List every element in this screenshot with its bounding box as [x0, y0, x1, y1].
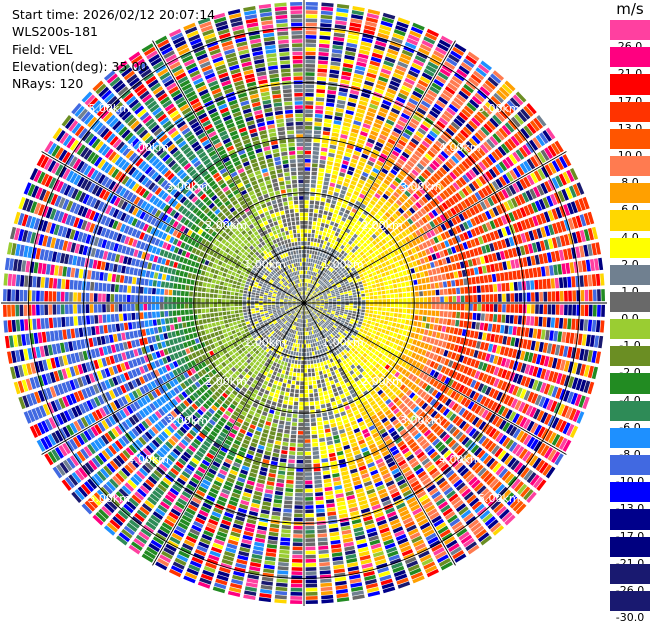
colorbar-level: -30.0	[610, 591, 650, 618]
range-ring-label: 5.00km	[88, 492, 130, 505]
elevation: Elevation(deg): 35.00	[12, 58, 215, 75]
start-time: Start time: 2026/02/12 20:07:14	[12, 6, 215, 23]
colorbar-level: 4.0	[610, 210, 650, 237]
colorbar-level: -17.0	[610, 509, 650, 536]
colorbar: 26.021.017.013.010.08.06.04.02.01.00.0-1…	[610, 20, 650, 618]
colorbar-level: 2.0	[610, 238, 650, 265]
nrays: NRays: 120	[12, 75, 215, 92]
colorbar-level: -21.0	[610, 537, 650, 564]
range-ring-label: 4.00km	[439, 453, 481, 466]
range-ring-label: 5.00km	[478, 102, 520, 115]
colorbar-level: -1.0	[610, 319, 650, 346]
colorbar-level: 1.0	[610, 265, 650, 292]
range-ring-label: 5.00km	[478, 492, 520, 505]
range-ring-label: 3.00km	[166, 414, 208, 427]
range-ring-label: 1.00km	[244, 336, 286, 349]
field-name: Field: VEL	[12, 41, 215, 58]
range-ring-label: 3.00km	[400, 414, 442, 427]
range-ring-label: 3.00km	[400, 180, 442, 193]
colorbar-level: 26.0	[610, 20, 650, 47]
colorbar-level: 0.0	[610, 292, 650, 319]
colorbar-level: -4.0	[610, 373, 650, 400]
colorbar-tick-label: -30.0	[610, 611, 650, 624]
colorbar-level: 8.0	[610, 156, 650, 183]
colorbar-level: -6.0	[610, 401, 650, 428]
colorbar-level: -8.0	[610, 428, 650, 455]
range-ring-label: 2.00km	[361, 219, 403, 232]
scan-info: Start time: 2026/02/12 20:07:14 WLS200s-…	[12, 6, 215, 92]
range-ring-label: 2.00km	[205, 219, 247, 232]
range-ring-label: 1.00km	[322, 258, 364, 271]
colorbar-unit: m/s	[612, 0, 648, 18]
colorbar-level: 10.0	[610, 129, 650, 156]
range-ring-label: 3.00km	[166, 180, 208, 193]
range-ring-label: 4.00km	[439, 141, 481, 154]
range-ring-label: 2.00km	[205, 375, 247, 388]
colorbar-level: -2.0	[610, 346, 650, 373]
range-ring-label: 2.00km	[361, 375, 403, 388]
range-ring-label: 5.00km	[88, 102, 130, 115]
colorbar-level: 17.0	[610, 74, 650, 101]
colorbar-level: -13.0	[610, 482, 650, 509]
colorbar-level: -10.0	[610, 455, 650, 482]
colorbar-level: 6.0	[610, 183, 650, 210]
colorbar-level: -26.0	[610, 564, 650, 591]
site-name: WLS200s-181	[12, 23, 215, 40]
range-ring-label: 4.00km	[127, 453, 169, 466]
range-ring-label: 1.00km	[322, 336, 364, 349]
range-ring-label: 4.00km	[127, 141, 169, 154]
colorbar-level: 13.0	[610, 102, 650, 129]
range-ring-label: 1.00km	[244, 258, 286, 271]
colorbar-level: 21.0	[610, 47, 650, 74]
